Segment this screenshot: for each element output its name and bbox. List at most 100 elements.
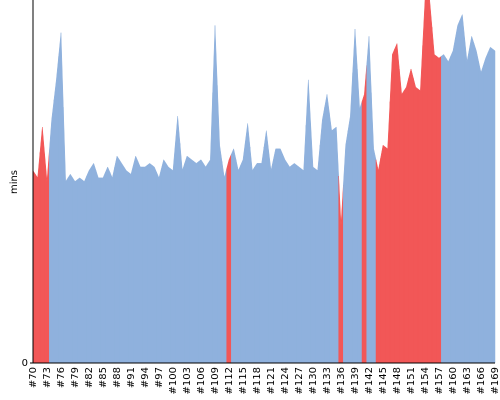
x-tick-label: #79 (70, 367, 81, 388)
build-area (58, 32, 64, 364)
build-area (319, 107, 325, 364)
build-area (455, 19, 461, 364)
x-tick-label: #82 (84, 367, 95, 388)
build-area (422, 0, 428, 364)
x-tick-label: #112 (224, 367, 235, 394)
x-tick-label: #151 (406, 367, 417, 394)
build-area (142, 164, 148, 364)
build-area (287, 162, 293, 364)
build-area (221, 161, 227, 364)
x-tick-label: #70 (28, 367, 39, 388)
x-tick-label: #118 (252, 367, 263, 394)
x-tick-label: #145 (378, 367, 389, 394)
build-area (352, 29, 358, 364)
build-area (114, 155, 120, 364)
build-area (301, 125, 307, 364)
build-area (91, 162, 97, 364)
x-tick-label: #133 (322, 367, 333, 394)
x-tick-label: #166 (476, 367, 487, 394)
build-area (483, 52, 489, 364)
build-area (413, 77, 419, 364)
x-tick-label: #160 (448, 367, 459, 394)
build-area (128, 165, 134, 364)
build-area (469, 36, 475, 364)
x-tick-label: #130 (308, 367, 319, 394)
build-area (399, 68, 405, 364)
build-area (105, 166, 111, 364)
x-tick-label: #103 (182, 367, 193, 394)
x-tick-label: #85 (98, 367, 109, 388)
build-area (366, 36, 372, 364)
area-group (32, 0, 496, 364)
build-area (263, 130, 269, 364)
build-area (254, 163, 260, 364)
build-area (77, 177, 83, 364)
x-tick-label: #163 (462, 367, 473, 394)
x-tick-label: #115 (238, 367, 249, 394)
build-area (235, 159, 241, 364)
build-area (189, 157, 195, 364)
build-area (63, 107, 69, 364)
y-axis-label: mins (9, 170, 20, 194)
x-tick-label: #91 (126, 367, 137, 388)
build-area (86, 166, 92, 364)
build-area (156, 168, 162, 364)
build-area (459, 14, 465, 364)
build-area (53, 56, 59, 364)
x-tick-label: #154 (420, 367, 431, 394)
x-tick-label: #97 (154, 367, 165, 388)
build-area (385, 101, 391, 364)
build-area (39, 127, 45, 364)
build-area (259, 146, 265, 364)
build-area (165, 162, 171, 364)
x-tick-label: #109 (210, 367, 221, 394)
build-area (291, 163, 297, 364)
x-tick-label: #100 (168, 367, 179, 394)
build-area (95, 170, 101, 364)
build-area (193, 161, 199, 364)
build-area (296, 164, 302, 364)
x-tick-label: #127 (294, 367, 305, 394)
build-area (371, 92, 377, 364)
build-area (49, 99, 55, 364)
build-area (277, 148, 283, 364)
build-area (226, 154, 232, 364)
build-area (324, 94, 330, 364)
build-area (198, 159, 204, 364)
build-area (492, 48, 496, 364)
build-area (81, 175, 87, 364)
x-tick-label: #139 (350, 367, 361, 394)
build-area (123, 166, 129, 364)
build-area (487, 46, 493, 364)
build-area (464, 38, 470, 364)
build-area (240, 141, 246, 364)
build-area (245, 123, 251, 364)
build-area (147, 163, 153, 364)
build-area (436, 55, 442, 364)
build-area (44, 150, 50, 364)
x-tick-label: #76 (56, 367, 67, 388)
build-area (100, 172, 106, 364)
build-area (161, 159, 167, 364)
x-tick-label: #121 (266, 367, 277, 394)
build-area (35, 152, 41, 364)
build-area (380, 144, 386, 364)
build-area (403, 77, 409, 364)
build-area (427, 0, 433, 364)
x-tick-label: #124 (280, 367, 291, 394)
x-tick-label: #88 (112, 367, 123, 388)
build-area (119, 158, 125, 364)
build-area (249, 146, 255, 364)
build-area (109, 166, 115, 364)
x-tick-label: #73 (42, 367, 53, 388)
y-tick-label: 0 (22, 358, 28, 369)
build-area (389, 48, 395, 364)
x-tick-label: #142 (364, 367, 375, 394)
build-area (170, 143, 176, 364)
x-tick-label: #148 (392, 367, 403, 394)
build-area (445, 56, 451, 364)
build-area (184, 155, 190, 364)
build-area (441, 54, 447, 364)
